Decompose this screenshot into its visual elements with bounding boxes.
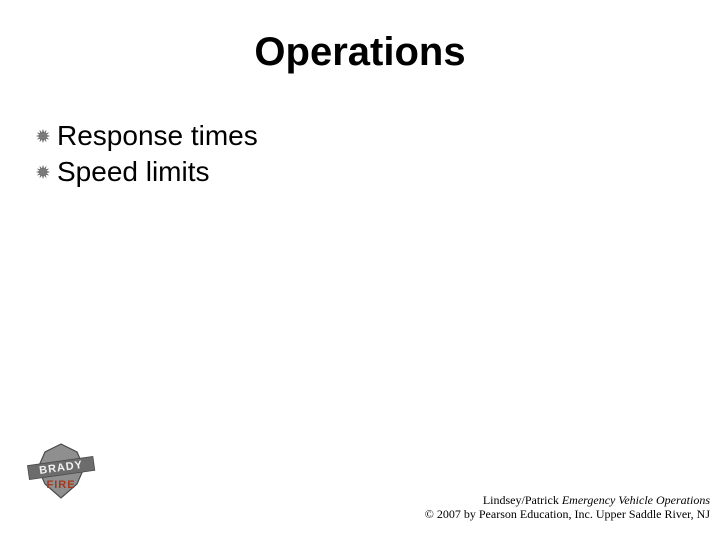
bullet-list: Response times Speed limits: [35, 120, 258, 192]
footer-copyright: © 2007 by Pearson Education, Inc. Upper …: [425, 508, 710, 522]
starburst-icon: [35, 164, 51, 180]
starburst-icon: [35, 128, 51, 144]
list-item: Speed limits: [35, 156, 258, 188]
brady-fire-logo: BRADYFIRE: [22, 440, 100, 502]
footer-line-1: Lindsey/Patrick Emergency Vehicle Operat…: [425, 494, 710, 508]
slide-title: Operations: [0, 30, 720, 75]
svg-text:FIRE: FIRE: [46, 479, 75, 491]
bullet-text: Response times: [57, 120, 258, 152]
slide-footer: Lindsey/Patrick Emergency Vehicle Operat…: [425, 494, 710, 522]
list-item: Response times: [35, 120, 258, 152]
footer-authors: Lindsey/Patrick: [483, 493, 562, 507]
bullet-text: Speed limits: [57, 156, 210, 188]
slide: Operations Response times Speed limits B…: [0, 0, 720, 540]
footer-title-italic: Emergency Vehicle Operations: [562, 493, 710, 507]
